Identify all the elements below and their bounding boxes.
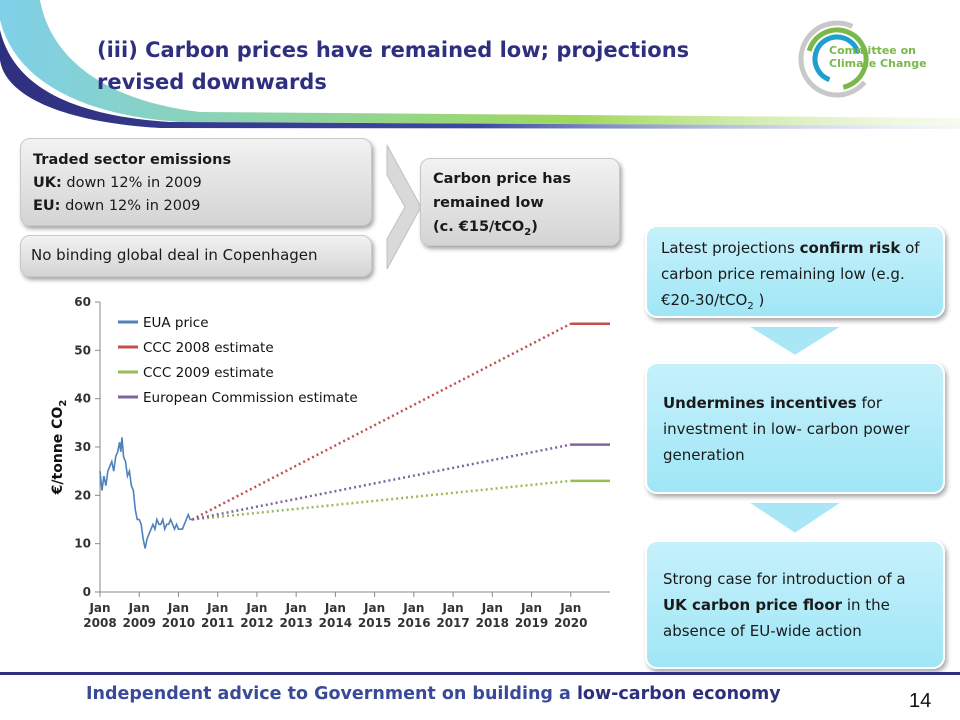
x-tick-label-year: 2016 <box>397 616 430 630</box>
floor-bold: UK carbon price floor <box>663 596 843 614</box>
x-tick-label-month: Jan <box>206 601 228 615</box>
x-tick-label-month: Jan <box>559 601 581 615</box>
series-line-dotted-3 <box>191 443 572 521</box>
price-line-3-end: ) <box>531 219 538 235</box>
x-tick-label-month: Jan <box>285 601 307 615</box>
price-line-1: Carbon price has <box>433 171 572 187</box>
traded-heading: Traded sector emissions <box>33 152 232 168</box>
x-tick-label-month: Jan <box>363 601 385 615</box>
x-tick-label-month: Jan <box>167 601 189 615</box>
undermines-bold: Undermines incentives <box>663 394 857 412</box>
footer-divider <box>0 672 960 675</box>
x-tick-label-year: 2014 <box>319 616 352 630</box>
series-line-dotted-2 <box>192 479 571 521</box>
x-tick-label-year: 2008 <box>83 616 116 630</box>
down-arrow-icon <box>745 325 845 358</box>
x-tick-label-year: 2019 <box>515 616 548 630</box>
ccc-logo <box>798 20 876 98</box>
x-tick-label-year: 2017 <box>436 616 469 630</box>
projections-mid: of carbon price remaining low (e.g. €20-… <box>661 239 920 309</box>
traded-emissions-box: Traded sector emissions UK: down 12% in … <box>20 138 372 226</box>
page-title: (iii) Carbon prices have remained low; p… <box>97 38 690 94</box>
undermines-rest: for investment in low- carbon power gene… <box>663 394 910 464</box>
x-tick-label-month: Jan <box>442 601 464 615</box>
y-tick-label: 20 <box>74 488 91 502</box>
footer-bold: low-carbon economy <box>576 684 781 704</box>
y-tick-label: 60 <box>74 295 91 309</box>
projections-post: ) <box>753 291 765 309</box>
price-line-3: (c. €15/tCO <box>433 219 525 235</box>
series-line-dotted-1 <box>191 322 572 521</box>
projections-box: Latest projections confirm risk of carbo… <box>645 225 945 318</box>
projections-sub: 2 <box>747 301 754 312</box>
x-tick-label-year: 2015 <box>358 616 391 630</box>
copenhagen-text: No binding global deal in Copenhagen <box>31 246 318 264</box>
carbon-price-chart: 0102030405060Jan2008Jan2009Jan2010Jan201… <box>50 295 610 630</box>
x-tick-label-month: Jan <box>324 601 346 615</box>
y-tick-label: 0 <box>83 585 91 599</box>
x-tick-label-year: 2020 <box>554 616 587 630</box>
y-tick-label: 40 <box>74 392 91 406</box>
x-tick-label-year: 2009 <box>123 616 156 630</box>
projections-pre: Latest projections <box>661 239 800 257</box>
legend-label: CCC 2009 estimate <box>143 365 274 381</box>
price-sub: 2 <box>524 226 532 238</box>
series-line-eua-price <box>99 437 193 549</box>
x-tick-label-year: 2013 <box>279 616 312 630</box>
price-line-2: remained low <box>433 195 544 211</box>
x-tick-label-month: Jan <box>88 601 110 615</box>
y-tick-label: 30 <box>74 440 91 454</box>
eu-label: EU: <box>33 198 61 214</box>
page-number: 14 <box>909 690 932 712</box>
eu-text: down 12% in 2009 <box>60 198 201 214</box>
x-tick-label-year: 2011 <box>201 616 234 630</box>
down-arrow-icon <box>745 501 845 536</box>
y-axis-label: €/tonne CO2 <box>50 400 69 496</box>
y-tick-label: 50 <box>74 343 91 357</box>
price-floor-box: Strong case for introduction of a UK car… <box>645 540 945 669</box>
legend-label: European Commission estimate <box>143 390 358 406</box>
copenhagen-box: No binding global deal in Copenhagen <box>20 235 372 277</box>
floor-post: in the absence of EU-wide action <box>663 596 890 640</box>
x-tick-label-month: Jan <box>402 601 424 615</box>
x-tick-label-year: 2010 <box>162 616 195 630</box>
x-tick-label-month: Jan <box>520 601 542 615</box>
uk-text: down 12% in 2009 <box>61 175 202 191</box>
legend-label: CCC 2008 estimate <box>143 340 274 356</box>
x-tick-label-year: 2012 <box>240 616 273 630</box>
chevron-arrow-icon <box>386 144 422 270</box>
y-tick-label: 10 <box>74 537 91 551</box>
legend-label: EUA price <box>143 315 209 331</box>
logo-text: Committee on Climate Change <box>829 44 927 70</box>
floor-pre: Strong case for introduction of a <box>663 570 906 588</box>
footer-tagline: Independent advice to Government on buil… <box>86 684 781 704</box>
x-tick-label-month: Jan <box>481 601 503 615</box>
logo-line-2: Climate Change <box>829 57 927 70</box>
header-swoosh <box>0 0 960 129</box>
x-tick-label-month: Jan <box>128 601 150 615</box>
logo-line-1: Committee on <box>829 44 916 57</box>
projections-bold: confirm risk <box>799 239 901 257</box>
carbon-price-box: Carbon price has remained low (c. €15/tC… <box>420 158 620 246</box>
footer-pre: Independent advice to Government on buil… <box>86 684 577 704</box>
x-tick-label-year: 2018 <box>476 616 509 630</box>
undermines-box: Undermines incentives for investment in … <box>645 362 945 494</box>
uk-label: UK: <box>33 175 62 191</box>
x-tick-label-month: Jan <box>245 601 267 615</box>
